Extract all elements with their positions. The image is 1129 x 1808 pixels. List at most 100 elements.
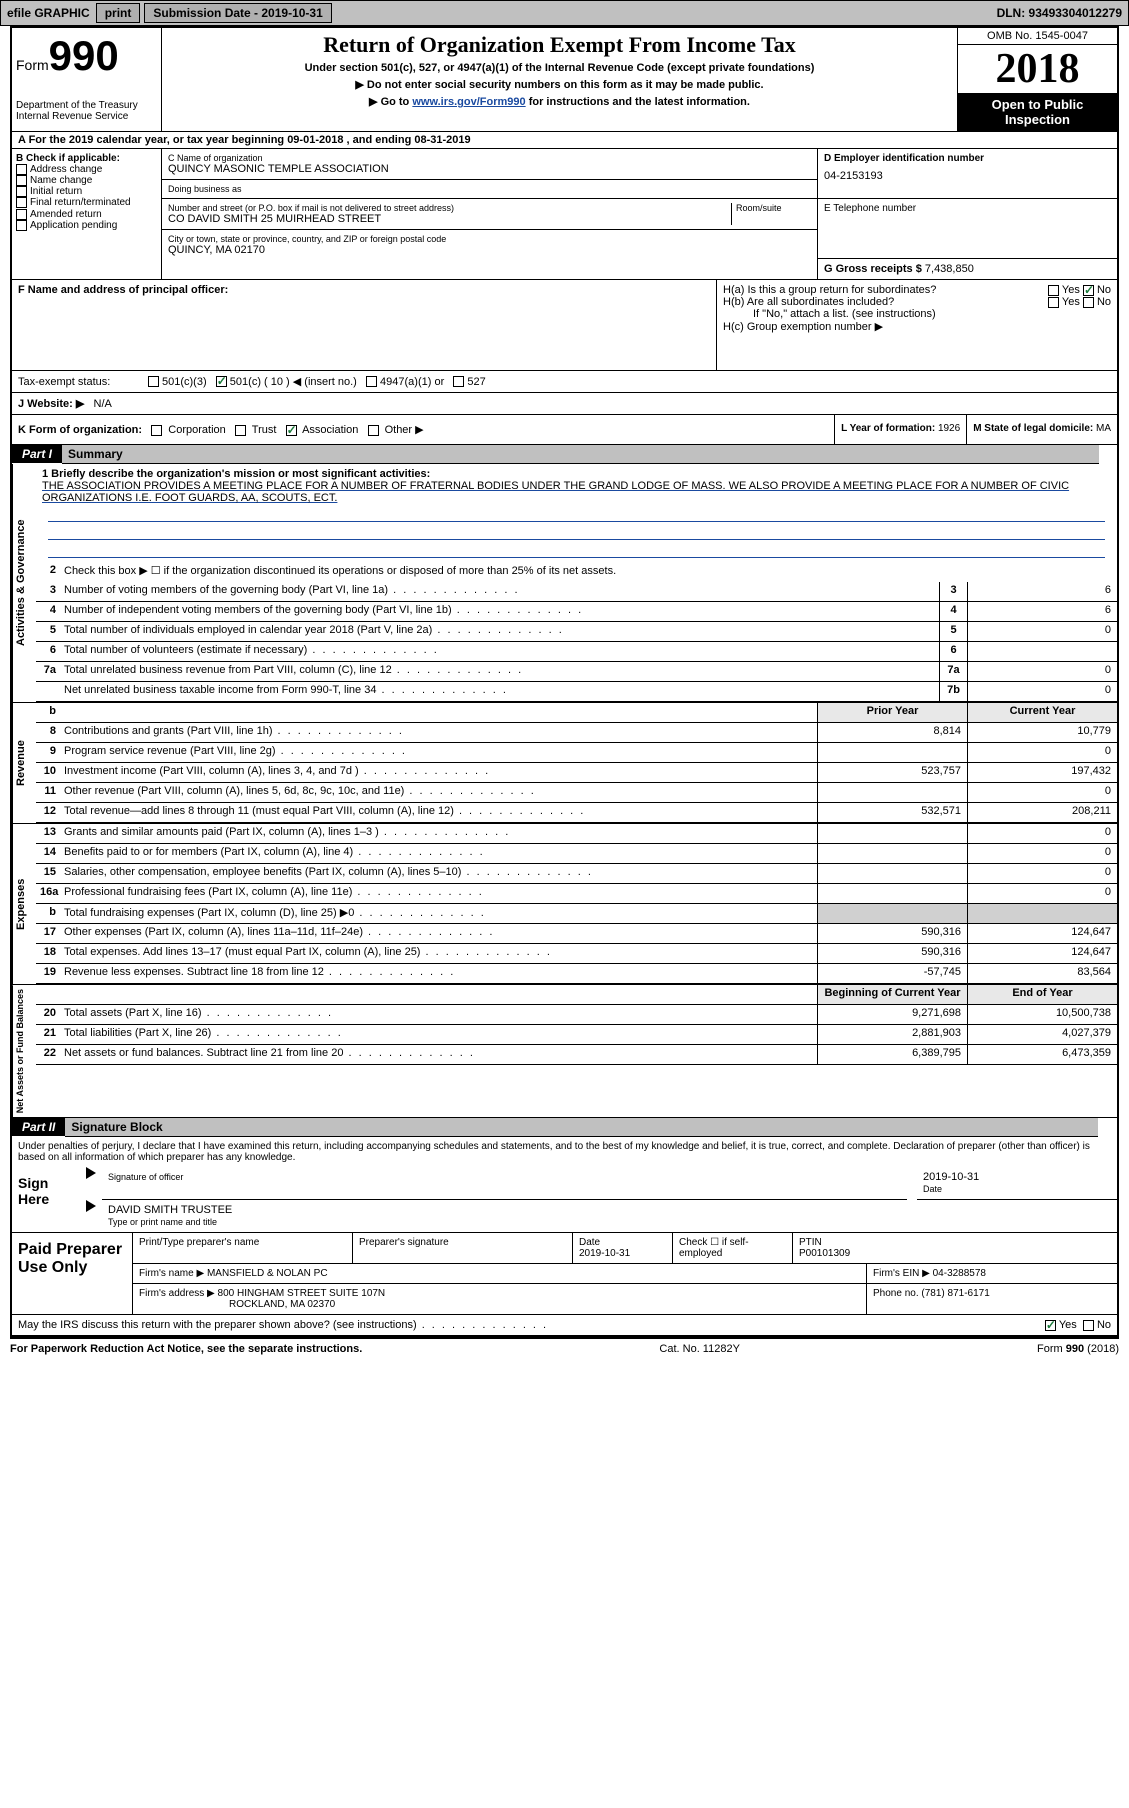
prep-date: 2019-10-31 [579,1248,630,1259]
current-year-val: 10,779 [967,723,1117,742]
form-subtitle-3: ▶ Go to www.irs.gov/Form990 for instruct… [166,95,953,108]
current-year-val: 208,211 [967,803,1117,822]
current-year-val: 0 [967,824,1117,843]
opt-501c3: 501(c)(3) [162,376,207,388]
irs-link[interactable]: www.irs.gov/Form990 [412,96,525,108]
line-box: 7b [939,682,967,701]
checkbox-amended-return[interactable]: Amended return [16,209,157,220]
hb-no[interactable]: No [1097,296,1111,308]
prior-year-val [817,743,967,762]
line-text: Total number of volunteers (estimate if … [60,642,939,661]
prior-year-val [817,864,967,883]
prior-year-val: 532,571 [817,803,967,822]
firm-ein-label: Firm's EIN ▶ [873,1268,930,1279]
part2-title: Signature Block [65,1118,1098,1137]
line-text: Number of independent voting members of … [60,602,939,621]
line-num: b [36,904,60,923]
checkbox-association[interactable] [286,425,297,436]
discuss-no-checkbox[interactable] [1083,1320,1094,1331]
checkbox-other[interactable] [368,425,379,436]
hc-label: H(c) Group exemption number ▶ [723,320,1111,333]
goto-prefix: ▶ Go to [369,96,412,108]
line-text: Total liabilities (Part X, line 26) [60,1025,817,1044]
line-num: 21 [36,1025,60,1044]
eoy-hdr: End of Year [967,985,1117,1004]
sig-date-label: Date [923,1184,942,1194]
sign-here-label: Sign Here [12,1167,82,1232]
dept-treasury: Department of the Treasury [16,100,157,111]
inspection-notice: Open to Public Inspection [958,93,1117,131]
line-text: Total unrelated business revenue from Pa… [60,662,939,681]
line-text: Benefits paid to or for members (Part IX… [60,844,817,863]
sig-name-label: Type or print name and title [108,1217,217,1227]
submission-date-button[interactable]: Submission Date - 2019-10-31 [144,3,331,23]
ha-no[interactable]: No [1097,284,1111,296]
checkbox-trust[interactable] [235,425,246,436]
hb-yes[interactable]: Yes [1062,296,1080,308]
ha-label: H(a) Is this a group return for subordin… [723,284,936,296]
line-text: Investment income (Part VIII, column (A)… [60,763,817,782]
line-val: 0 [967,682,1117,701]
line-val: 6 [967,582,1117,601]
part2-label: Part II [12,1118,65,1136]
checkbox-501c[interactable] [216,376,227,387]
discuss-no: No [1097,1319,1111,1331]
penalty-text: Under penalties of perjury, I declare th… [12,1137,1117,1167]
line-text: Revenue less expenses. Subtract line 18 … [60,964,817,983]
city-value: QUINCY, MA 02170 [168,244,811,256]
checkbox-4947[interactable] [366,376,377,387]
checkbox-final-return[interactable]: Final return/terminated [16,197,157,208]
efile-label: efile GRAPHIC [7,6,90,20]
opt-4947: 4947(a)(1) or [380,376,444,388]
line-text: Total expenses. Add lines 13–17 (must eq… [60,944,817,963]
line-num [36,682,60,701]
opt-corp: Corporation [168,424,225,436]
ptin-value: P00101309 [799,1248,850,1259]
mission-text: THE ASSOCIATION PROVIDES A MEETING PLACE… [42,480,1069,504]
expenses-vlabel: Expenses [12,824,36,984]
line-val: 0 [967,622,1117,641]
line-num: 12 [36,803,60,822]
discuss-text: May the IRS discuss this return with the… [18,1319,548,1331]
current-year-val: 10,500,738 [967,1005,1117,1024]
print-button[interactable]: print [96,3,141,23]
preparer-label: Paid Preparer Use Only [12,1233,132,1314]
checkbox-initial-return[interactable]: Initial return [16,186,157,197]
firm-phone: (781) 871-6171 [921,1288,989,1299]
prior-year-val [817,824,967,843]
line-box: 5 [939,622,967,641]
line-text: Net assets or fund balances. Subtract li… [60,1045,817,1064]
ha-yes[interactable]: Yes [1062,284,1080,296]
checkbox-527[interactable] [453,376,464,387]
discuss-yes-checkbox[interactable] [1045,1320,1056,1331]
boy-hdr: Beginning of Current Year [817,985,967,1004]
gross-receipts-value: 7,438,850 [925,263,974,275]
hb-label: H(b) Are all subordinates included? [723,296,894,308]
line-box: 6 [939,642,967,661]
line-text: Other revenue (Part VIII, column (A), li… [60,783,817,802]
firm-name: MANSFIELD & NOLAN PC [207,1268,328,1279]
ein-value: 04-2153193 [824,170,1111,182]
gross-receipts-label: G Gross receipts $ [824,263,922,275]
current-year-val: 197,432 [967,763,1117,782]
firm-addr-label: Firm's address ▶ [139,1288,215,1299]
checkbox-name-change[interactable]: Name change [16,175,157,186]
form-number: Form990 [16,32,157,80]
checkbox-address-change[interactable]: Address change [16,164,157,175]
line-box: 4 [939,602,967,621]
line2-text: Check this box ▶ ☐ if the organization d… [60,562,1117,582]
sig-officer-label: Signature of officer [108,1172,183,1182]
firm-name-label: Firm's name ▶ [139,1268,204,1279]
box-b: B Check if applicable: Address change Na… [12,149,162,279]
current-year-hdr: Current Year [967,703,1117,722]
checkbox-corporation[interactable] [151,425,162,436]
box-f: F Name and address of principal officer: [12,280,717,370]
line-text: Total revenue—add lines 8 through 11 (mu… [60,803,817,822]
line-num: 11 [36,783,60,802]
box-b-label: B Check if applicable: [16,153,157,164]
line-text: Total assets (Part X, line 16) [60,1005,817,1024]
checkbox-application-pending[interactable]: Application pending [16,220,157,231]
dept-irs: Internal Revenue Service [16,111,157,122]
checkbox-501c3[interactable] [148,376,159,387]
sig-date: 2019-10-31 [923,1171,1111,1183]
